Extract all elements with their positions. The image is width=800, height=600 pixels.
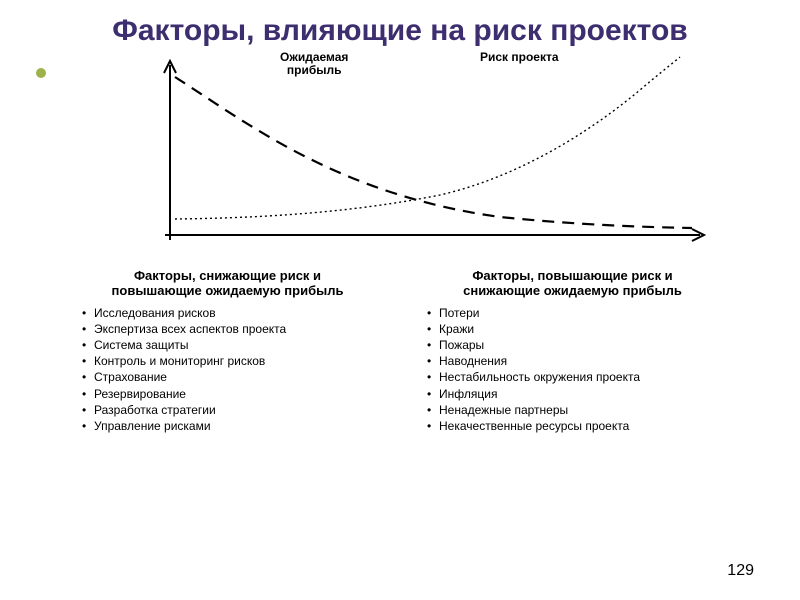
list-item: Разработка стратегии: [82, 402, 385, 418]
list-item: Кражи: [427, 321, 730, 337]
slide-title: Факторы, влияющие на риск проектов: [30, 14, 770, 49]
list-item: Некачественные ресурсы проекта: [427, 418, 730, 434]
accent-dot: [36, 68, 46, 78]
list-item: Ненадежные партнеры: [427, 402, 730, 418]
right-column: Факторы, повышающие риск и снижающие ожи…: [415, 268, 730, 435]
left-column: Факторы, снижающие риск и повышающие ожи…: [70, 268, 385, 435]
list-item: Контроль и мониторинг рисков: [82, 353, 385, 369]
list-item: Наводнения: [427, 353, 730, 369]
factor-columns: Факторы, снижающие риск и повышающие ожи…: [70, 268, 730, 435]
left-column-heading: Факторы, снижающие риск и повышающие ожи…: [70, 268, 385, 299]
list-item: Пожары: [427, 337, 730, 353]
right-factor-list: ПотериКражиПожарыНаводненияНестабильност…: [415, 305, 730, 435]
list-item: Нестабильность окружения проекта: [427, 369, 730, 385]
chart-svg: [80, 55, 720, 255]
profit-curve: [175, 77, 692, 228]
left-factor-list: Исследования рисковЭкспертиза всех аспек…: [70, 305, 385, 435]
chart-label-risk: Риск проекта: [480, 51, 559, 64]
slide: Факторы, влияющие на риск проектов Ожида…: [0, 0, 800, 600]
right-column-heading: Факторы, повышающие риск и снижающие ожи…: [415, 268, 730, 299]
list-item: Страхование: [82, 369, 385, 385]
chart: Ожидаемая прибыль Риск проекта: [80, 55, 720, 260]
list-item: Потери: [427, 305, 730, 321]
page-number: 129: [727, 562, 754, 580]
list-item: Система защиты: [82, 337, 385, 353]
list-item: Резервирование: [82, 386, 385, 402]
list-item: Инфляция: [427, 386, 730, 402]
list-item: Исследования рисков: [82, 305, 385, 321]
risk-curve: [175, 57, 680, 219]
list-item: Управление рисками: [82, 418, 385, 434]
list-item: Экспертиза всех аспектов проекта: [82, 321, 385, 337]
chart-label-profit: Ожидаемая прибыль: [280, 51, 348, 77]
